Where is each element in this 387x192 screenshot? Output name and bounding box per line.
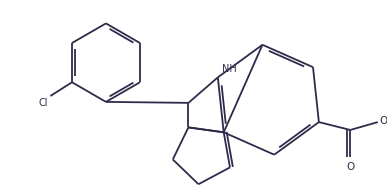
Text: Cl: Cl	[39, 98, 48, 108]
Text: O: O	[380, 116, 387, 126]
Text: NH: NH	[222, 64, 236, 74]
Text: O: O	[346, 162, 354, 172]
